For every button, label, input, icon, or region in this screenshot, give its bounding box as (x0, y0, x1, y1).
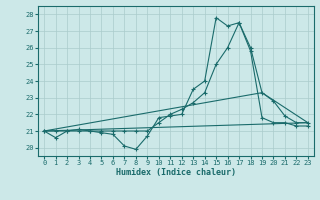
X-axis label: Humidex (Indice chaleur): Humidex (Indice chaleur) (116, 168, 236, 177)
